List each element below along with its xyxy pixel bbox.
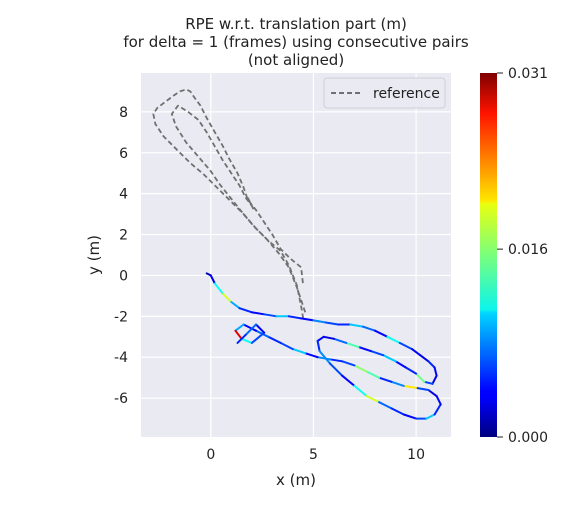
rpe-trajectory-segment — [238, 307, 253, 314]
y-tick-label: 0 — [119, 268, 128, 284]
rpe-trajectory-segment — [300, 317, 315, 322]
reference-trajectory-line — [152, 88, 305, 319]
plot-area — [141, 73, 451, 437]
rpe-trajectory-segment — [318, 350, 331, 365]
rpe-trajectory-segment — [427, 360, 436, 369]
rpe-trajectory-segment — [312, 319, 327, 324]
rpe-trajectory-segment — [435, 395, 442, 406]
colorbar — [480, 73, 497, 437]
rpe-trajectory-segment — [394, 360, 407, 369]
y-tick-label: 4 — [119, 187, 128, 203]
y-ticks: 8 6 4 2 0 -2 -4 -6 — [114, 105, 128, 407]
rpe-trajectory-segment — [304, 352, 319, 359]
rpe-trajectory-segment — [234, 329, 243, 340]
rpe-trajectory-segment — [222, 292, 233, 303]
chart-title-line-1: RPE w.r.t. translation part (m) — [185, 15, 407, 33]
rpe-trajectory-segment — [415, 372, 426, 383]
rpe-trajectory-segment — [402, 413, 418, 420]
rpe-trajectory-segment — [361, 325, 376, 332]
x-tick-label: 0 — [206, 447, 215, 463]
rpe-trajectory-segment — [236, 333, 247, 344]
rpe-trajectory-segment — [433, 403, 442, 416]
y-tick-label: 8 — [119, 105, 128, 121]
rpe-trajectory-segment — [255, 323, 266, 334]
rpe-trajectory-segment — [341, 360, 356, 367]
legend: reference — [323, 77, 446, 109]
y-tick-label: -6 — [114, 391, 128, 407]
rpe-trajectory-segment — [213, 282, 225, 295]
rpe-trajectory-segment — [316, 339, 321, 353]
rpe-trajectory-segment — [287, 315, 303, 320]
colorbar-tick-label: 0.031 — [508, 66, 548, 82]
x-tick-label: 10 — [407, 447, 425, 463]
rpe-trajectory-segment — [230, 301, 241, 310]
x-axis-label: x (m) — [276, 471, 316, 489]
y-tick-label: -2 — [114, 309, 128, 325]
rpe-trajectory-segment — [328, 358, 344, 363]
rpe-trajectory-segment — [234, 323, 245, 332]
rpe-trajectory-segment — [324, 321, 340, 326]
rpe-trajectory-segment — [250, 331, 266, 344]
rpe-trajectory-segment — [411, 348, 422, 357]
colorbar-tick-label: 0.000 — [508, 430, 548, 446]
rpe-trajectory-segment — [398, 341, 413, 351]
y-tick-label: -4 — [114, 350, 128, 366]
reference-trajectory-line — [170, 104, 307, 313]
legend-reference-label: reference — [373, 86, 440, 102]
x-ticks: 0 5 10 — [206, 447, 425, 463]
rpe-trajectory-segment — [427, 389, 438, 398]
rpe-trajectory-segment — [209, 274, 216, 285]
rpe-trajectory-segment — [386, 335, 401, 344]
rpe-trajectory-segment — [345, 341, 360, 348]
y-tick-label: 2 — [119, 228, 128, 244]
legend-box — [323, 77, 446, 109]
colorbar-ticks: 0.031 0.016 0.000 — [497, 66, 548, 446]
rpe-trajectory-segment — [390, 380, 405, 387]
rpe-trajectory-segment — [240, 337, 253, 344]
rpe-trajectory-segment — [242, 323, 257, 332]
x-tick-label: 5 — [309, 447, 318, 463]
rpe-trajectory-segment — [250, 311, 266, 316]
rpe-trajectory-segment — [369, 350, 385, 357]
rpe-trajectory-segment — [423, 380, 434, 385]
rpe-trajectory-segment — [244, 323, 257, 336]
chart-title-line-2: for delta = 1 (frames) using consecutive… — [123, 33, 469, 51]
rpe-trajectory-segment — [322, 335, 335, 340]
rpe-trajectory-segment — [378, 376, 393, 383]
rpe-trajectory-segment — [291, 348, 307, 355]
grid — [141, 73, 451, 437]
rpe-trajectory-segment — [353, 364, 368, 373]
rpe-trajectory-segment — [404, 366, 418, 375]
rpe-trajectory-segment — [374, 329, 389, 338]
rpe-trajectory-segment — [267, 335, 282, 344]
rpe-trajectory-segment — [382, 354, 397, 363]
rpe-trajectory-segment — [353, 384, 368, 398]
traces — [152, 88, 442, 420]
rpe-trajectory-segment — [365, 370, 381, 379]
rpe-trajectory-segment — [263, 313, 278, 318]
rpe-trajectory-segment — [328, 362, 344, 377]
rpe-trajectory-segment — [349, 323, 364, 328]
rpe-trajectory-segment — [390, 407, 405, 416]
chart-title-line-3: (not aligned) — [248, 51, 344, 69]
rpe-trajectory-segment — [419, 354, 430, 363]
rpe-trajectory-segment — [341, 374, 356, 387]
rpe-trajectory-segment — [357, 346, 372, 353]
rpe-trajectory-segment — [333, 337, 348, 344]
rpe-trajectory-segment — [365, 395, 381, 404]
rpe-trajectory-segment — [378, 401, 393, 410]
rpe-trajectory-segment — [431, 374, 438, 385]
rpe-trajectory-segment — [433, 366, 438, 377]
rpe-trajectory-segment — [316, 335, 325, 342]
rpe-trajectory-segment — [415, 386, 430, 391]
y-tick-label: 6 — [119, 146, 128, 162]
colorbar-tick-label: 0.016 — [508, 242, 548, 258]
rpe-trajectory-segment — [316, 356, 331, 361]
rpe-trajectory-segment — [425, 413, 436, 420]
rpe-trajectory-segment — [279, 341, 294, 351]
rpe-trajectory-segment — [402, 384, 418, 389]
y-axis-label: y (m) — [85, 235, 103, 275]
